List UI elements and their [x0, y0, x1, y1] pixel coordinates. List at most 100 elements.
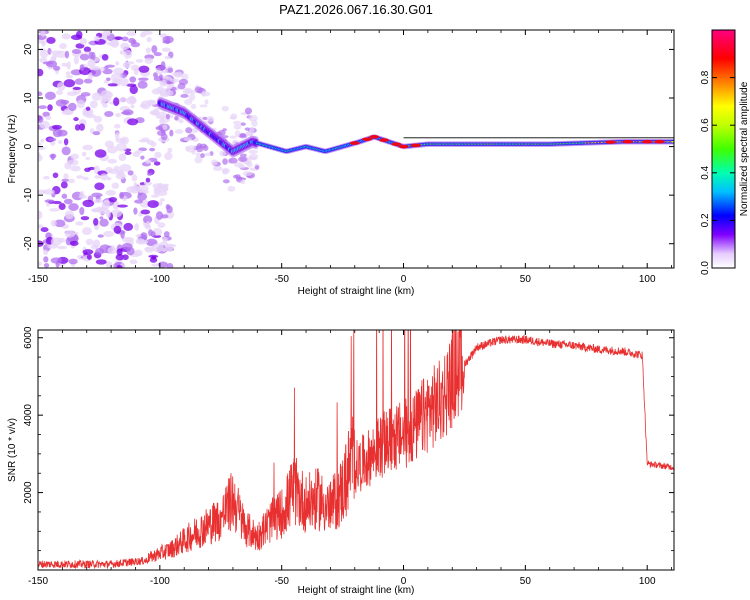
spectrogram-blob: [96, 123, 104, 132]
spectrogram-blob: [80, 216, 90, 221]
x-tick-label: -100: [150, 274, 170, 285]
spectrogram-y-ticks: -20 -10 0 10 20: [23, 43, 674, 251]
ridge-peak: [410, 143, 421, 148]
spectrogram-blob: [87, 59, 96, 68]
spectrogram-blob: [153, 52, 162, 57]
spectrogram-blob: [92, 239, 101, 248]
spectrogram-blob: [82, 249, 94, 255]
spectrogram-blob: [92, 131, 101, 136]
x-tick-label: 100: [639, 576, 656, 587]
spectrogram-blob: [61, 178, 70, 182]
spectrogram-blob: [174, 71, 183, 78]
spectrogram-blob: [63, 173, 69, 180]
spectrogram-blob: [254, 165, 260, 170]
spectrogram-blob: [89, 100, 98, 109]
spectrogram-blob: [152, 72, 158, 78]
spectrogram-blob: [110, 39, 120, 48]
spectrogram-blob: [180, 94, 189, 98]
spectrogram-blob: [75, 221, 84, 226]
spectrogram-blob: [61, 146, 71, 156]
spectrogram-blob: [68, 203, 79, 211]
spectrogram-blob: [146, 100, 157, 106]
spectrogram-blob: [162, 124, 168, 131]
spectrogram-blob: [144, 57, 153, 64]
spectrogram-blob: [219, 135, 229, 139]
spectrogram-blob: [157, 222, 166, 229]
spectrogram-blob: [181, 73, 189, 81]
spectrogram-blob: [117, 204, 128, 208]
spectrogram-blob: [140, 155, 145, 160]
spectrogram-blob: [61, 62, 68, 67]
spectrogram-blob: [132, 151, 141, 158]
spectrogram-blob: [45, 60, 58, 68]
spectrogram-blob: [131, 174, 138, 182]
spectrogram-blob: [121, 111, 131, 115]
ridge-peak: [398, 144, 409, 149]
spectrogram-blob: [141, 137, 150, 142]
spectrogram-blob: [144, 247, 154, 253]
snr-frame: [37, 329, 675, 571]
spectrogram-blob: [119, 191, 125, 200]
spectrogram-blob: [174, 129, 184, 134]
spectrogram-blob: [92, 208, 100, 213]
spectrogram-blob: [44, 199, 55, 203]
spectrogram-blob: [210, 159, 218, 166]
spectrogram-blob: [134, 223, 140, 231]
spectrogram-frame: [37, 29, 675, 269]
spectrogram-blob: [162, 236, 168, 243]
spectrogram-blob: [68, 258, 78, 265]
x-tick-label: -150: [28, 576, 48, 587]
spectrogram-blob: [199, 104, 208, 108]
spectrogram-blob: [129, 85, 138, 95]
spectrogram-blob: [134, 249, 143, 257]
spectrogram-blob: [114, 131, 120, 141]
spectrogram-blob: [90, 68, 102, 77]
spectrogram-blob: [115, 137, 126, 144]
spectrogram-blob: [164, 244, 174, 252]
spectrogram-blob: [85, 156, 91, 161]
spectrogram-blob: [151, 256, 157, 260]
spectrogram-blob: [129, 259, 138, 265]
colorbar-label: Normalized spectral amplitude: [739, 81, 750, 216]
spectrogram-blob: [126, 83, 137, 87]
spectrogram-blob: [146, 36, 152, 43]
spectrogram-blob: [115, 254, 125, 261]
spectrogram-blob: [107, 83, 118, 87]
spectrogram-blob: [65, 71, 71, 76]
spectrogram-blob: [139, 103, 148, 108]
spectrogram-blob: [75, 30, 83, 39]
spectrogram-blob: [103, 230, 115, 238]
spectrogram-blob: [133, 207, 138, 215]
colorbar-gradient: [712, 30, 735, 268]
spectrogram-blob: [111, 182, 120, 190]
spectrogram-blob: [145, 220, 151, 229]
spectrogram-blob: [221, 105, 229, 112]
spectrogram-blob: [56, 245, 67, 250]
spectrogram-blob: [166, 90, 174, 97]
spectrogram-blob: [229, 135, 237, 139]
spectrogram-blob: [69, 240, 79, 246]
spectrogram-blob: [212, 166, 223, 172]
spectrogram-blob: [155, 211, 164, 220]
spectrogram-blob: [116, 265, 123, 268]
spectrogram-blob: [161, 80, 167, 86]
spectrogram-blob: [56, 82, 66, 91]
spectrogram-blob: [126, 31, 137, 37]
spectrogram-blob: [64, 230, 76, 238]
spectrogram-blob: [130, 104, 135, 109]
spectrogram-blob: [133, 182, 138, 191]
spectrogram-blob: [159, 118, 165, 125]
spectrogram-blob: [81, 151, 87, 157]
ridge-peak: [349, 141, 360, 145]
spectrogram-blob: [150, 141, 157, 147]
spectrogram-blob: [85, 106, 91, 111]
spectrogram-blob: [238, 165, 246, 169]
spectrogram-blob: [48, 208, 60, 212]
spectrogram-blob: [113, 225, 122, 234]
spectrogram-blob: [119, 78, 129, 87]
spectrogram-blob: [93, 199, 104, 204]
spectrogram-blob: [107, 158, 117, 164]
spectrogram-blob: [83, 78, 93, 84]
spectrogram-blob: [138, 77, 149, 81]
ridge-peak: [654, 139, 665, 144]
